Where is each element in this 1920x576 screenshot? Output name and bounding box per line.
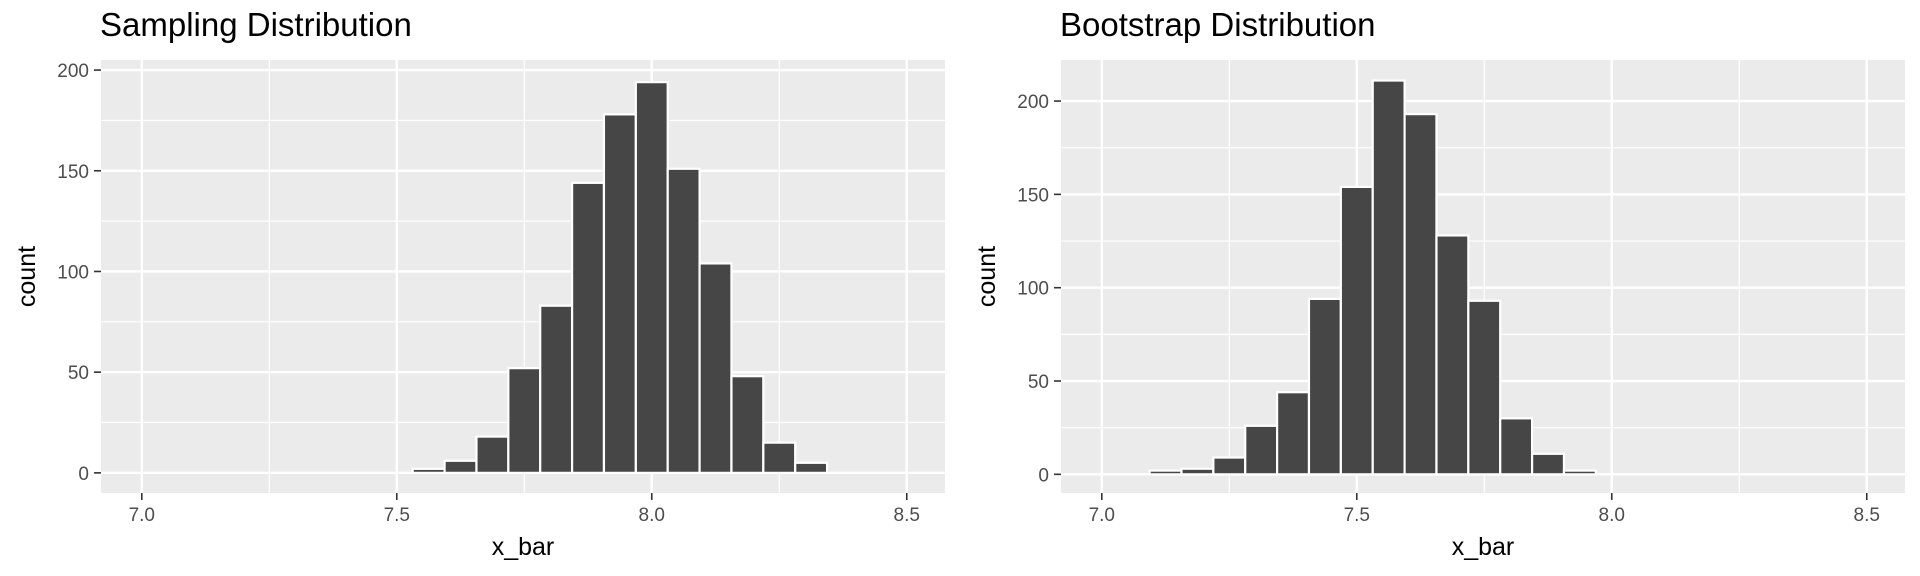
histogram-bar bbox=[1275, 391, 1311, 476]
y-tick-label: 150 bbox=[1017, 185, 1049, 206]
y-tick-label: 150 bbox=[57, 162, 89, 183]
histogram-bar bbox=[1339, 185, 1374, 476]
histogram-bar bbox=[1499, 417, 1534, 476]
x-tick-label: 8.5 bbox=[1854, 505, 1880, 526]
histogram-bar bbox=[475, 435, 510, 474]
x-tick-label: 8.0 bbox=[1599, 505, 1625, 526]
y-tick-label: 0 bbox=[1038, 465, 1049, 486]
y-axis-title: count bbox=[973, 246, 1001, 307]
x-axis-title: x_bar bbox=[492, 533, 555, 561]
y-tick-label: 100 bbox=[57, 262, 89, 283]
histogram-bar bbox=[1562, 469, 1597, 476]
histogram-bar bbox=[1244, 424, 1279, 476]
histogram-bar bbox=[794, 461, 829, 474]
histogram-bar bbox=[1530, 452, 1566, 476]
histogram-bar bbox=[730, 375, 765, 474]
histogram-bar bbox=[1180, 467, 1215, 476]
histogram-bar bbox=[602, 113, 637, 474]
histogram-bar bbox=[1148, 469, 1183, 476]
y-tick-label: 200 bbox=[57, 61, 89, 82]
histogram-bar bbox=[762, 441, 797, 474]
x-tick-label: 8.0 bbox=[639, 505, 665, 526]
histogram-bar bbox=[443, 459, 478, 474]
chart-panel-bootstrap: 7.0 7.5 8.0 8.5 0 50 100 150 200 x_bar count Boots… bbox=[960, 0, 1920, 576]
histogram-bar bbox=[411, 467, 446, 474]
y-tick-label: 100 bbox=[1017, 279, 1049, 300]
y-axis-title: count bbox=[13, 246, 41, 307]
y-tick-label: 50 bbox=[1028, 372, 1049, 393]
histogram-bar bbox=[539, 304, 574, 474]
x-tick-label: 7.0 bbox=[129, 505, 155, 526]
x-tick-label: 8.5 bbox=[894, 505, 920, 526]
histogram-bar bbox=[507, 367, 542, 474]
chart-title: Sampling Distribution bbox=[100, 6, 412, 43]
chart-plot-sampling: 7.0 7.5 8.0 8.5 0 50 100 150 200 x_bar count bbox=[13, 60, 945, 561]
histogram-bar bbox=[1403, 113, 1438, 476]
histogram-bar bbox=[1212, 456, 1247, 476]
histogram-bar bbox=[1307, 297, 1342, 476]
x-tick-label: 7.0 bbox=[1089, 505, 1115, 526]
chart-panel-sampling: 7.0 7.5 8.0 8.5 0 50 100 150 200 x_bar count Sampl… bbox=[13, 6, 945, 561]
x-tick-label: 7.5 bbox=[1344, 505, 1370, 526]
y-tick-label: 200 bbox=[1017, 92, 1049, 113]
histogram-bar bbox=[698, 262, 733, 474]
y-tick-label: 50 bbox=[68, 363, 89, 384]
y-tick-label: 0 bbox=[78, 464, 89, 485]
histogram-bar bbox=[1467, 299, 1502, 476]
histogram-bar bbox=[634, 81, 669, 474]
chart-title: Bootstrap Distribution bbox=[1060, 6, 1376, 43]
histogram-bar bbox=[666, 167, 701, 474]
x-axis-title: x_bar bbox=[1452, 533, 1515, 561]
x-tick-label: 7.5 bbox=[384, 505, 410, 526]
histogram-bar bbox=[1435, 234, 1470, 476]
chart-plot-bootstrap: 7.0 7.5 8.0 8.5 0 50 100 150 200 x_bar count bbox=[973, 60, 1905, 561]
histogram-bar bbox=[570, 181, 606, 474]
histogram-bar bbox=[1371, 79, 1406, 476]
